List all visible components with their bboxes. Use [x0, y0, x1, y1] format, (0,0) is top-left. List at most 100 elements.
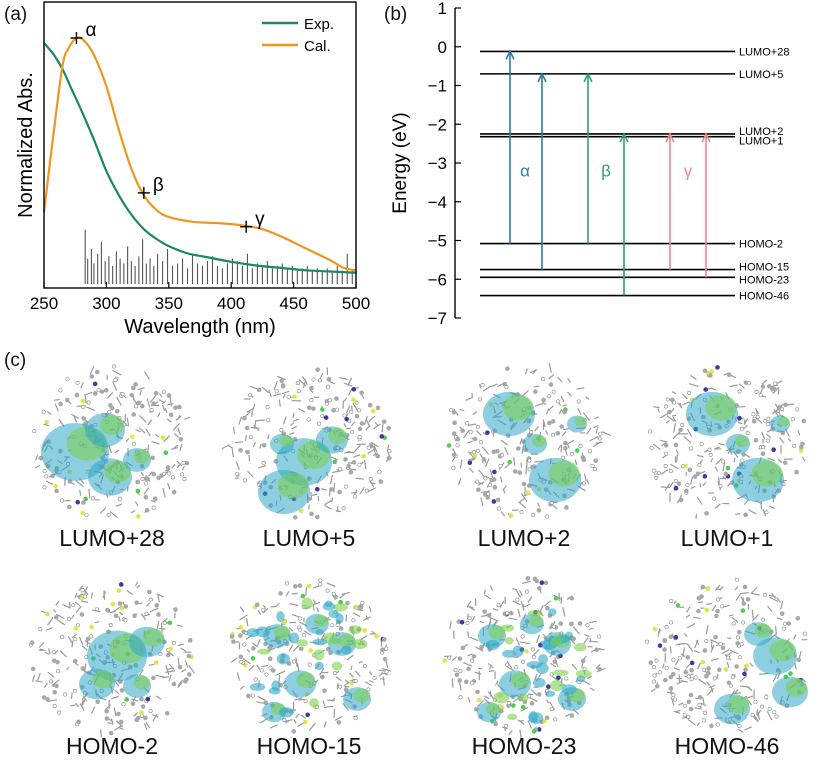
bond — [57, 619, 66, 626]
atom — [377, 469, 382, 474]
orbital-lobe-green — [353, 688, 371, 703]
atom — [130, 434, 135, 439]
bond — [162, 487, 166, 498]
atom — [515, 446, 521, 451]
atom — [500, 453, 505, 458]
atom — [103, 388, 109, 393]
atom — [158, 652, 163, 657]
bond — [754, 715, 759, 722]
atom — [740, 608, 746, 613]
bond — [38, 649, 44, 652]
atom — [664, 451, 669, 456]
atom — [718, 483, 723, 488]
bond — [171, 463, 176, 469]
atom — [569, 451, 574, 456]
bond — [143, 371, 150, 380]
bond — [176, 624, 183, 627]
atom — [534, 578, 540, 584]
atom — [303, 698, 308, 703]
atom — [718, 642, 723, 647]
atom — [374, 633, 379, 639]
bond — [560, 596, 563, 604]
atom — [80, 398, 86, 404]
atom — [668, 686, 674, 691]
bond — [548, 362, 552, 373]
atom — [559, 424, 564, 429]
bond — [521, 706, 529, 712]
atom — [477, 697, 482, 703]
atom — [352, 494, 357, 499]
atom — [351, 618, 356, 623]
bond — [162, 400, 167, 405]
atom — [267, 656, 273, 661]
bond — [562, 404, 567, 407]
atom — [41, 695, 47, 700]
atom — [704, 607, 710, 613]
bond — [82, 695, 88, 702]
bond — [321, 488, 328, 491]
atom — [476, 487, 481, 493]
bond — [501, 726, 508, 730]
bond — [184, 416, 191, 420]
bond — [114, 690, 120, 695]
bond — [89, 365, 95, 375]
bond — [154, 433, 160, 438]
atom — [562, 409, 567, 415]
bond — [125, 438, 130, 443]
exp-series-line — [43, 42, 357, 274]
atom — [495, 497, 501, 503]
atom — [449, 408, 454, 413]
bond — [584, 633, 590, 638]
bond — [757, 711, 761, 721]
atom — [689, 667, 694, 673]
arrow-head — [583, 72, 593, 83]
orbital-label: HOMO-15 — [256, 733, 362, 759]
atom — [553, 595, 559, 601]
atom — [564, 505, 569, 510]
atom — [471, 654, 477, 659]
atom — [305, 712, 311, 718]
bond — [751, 609, 754, 619]
atom — [153, 390, 159, 396]
bond — [136, 584, 141, 589]
atom — [459, 620, 465, 625]
atom — [510, 703, 516, 708]
bond — [601, 431, 612, 437]
orbital-lobe-small — [505, 637, 514, 645]
atom — [177, 664, 183, 670]
bond — [65, 666, 70, 671]
bond — [472, 411, 478, 416]
bond — [335, 510, 342, 513]
atom — [737, 724, 742, 729]
atom — [139, 710, 144, 715]
bond — [35, 680, 43, 683]
atom — [357, 435, 362, 440]
bond — [158, 393, 163, 398]
atom — [270, 668, 276, 673]
atom — [338, 599, 343, 605]
bond — [467, 653, 473, 657]
bond — [251, 403, 256, 411]
atom — [107, 409, 112, 414]
bond — [719, 586, 724, 591]
atom — [173, 607, 178, 612]
bond — [484, 458, 490, 467]
bond — [588, 627, 594, 630]
atom — [550, 432, 555, 437]
bond — [253, 420, 257, 429]
bond — [740, 591, 749, 595]
bond — [107, 722, 112, 725]
bond — [675, 642, 685, 646]
atom — [110, 601, 116, 607]
atom — [106, 513, 111, 518]
bond — [595, 426, 599, 434]
atom — [300, 593, 306, 599]
bond — [149, 607, 159, 613]
energy-level-label: LUMO+28 — [739, 46, 789, 58]
bond — [156, 620, 160, 629]
atom — [334, 396, 339, 401]
orbital-lobe-small — [548, 608, 557, 617]
atom — [754, 389, 759, 394]
atom — [292, 515, 298, 520]
bond — [469, 606, 474, 609]
